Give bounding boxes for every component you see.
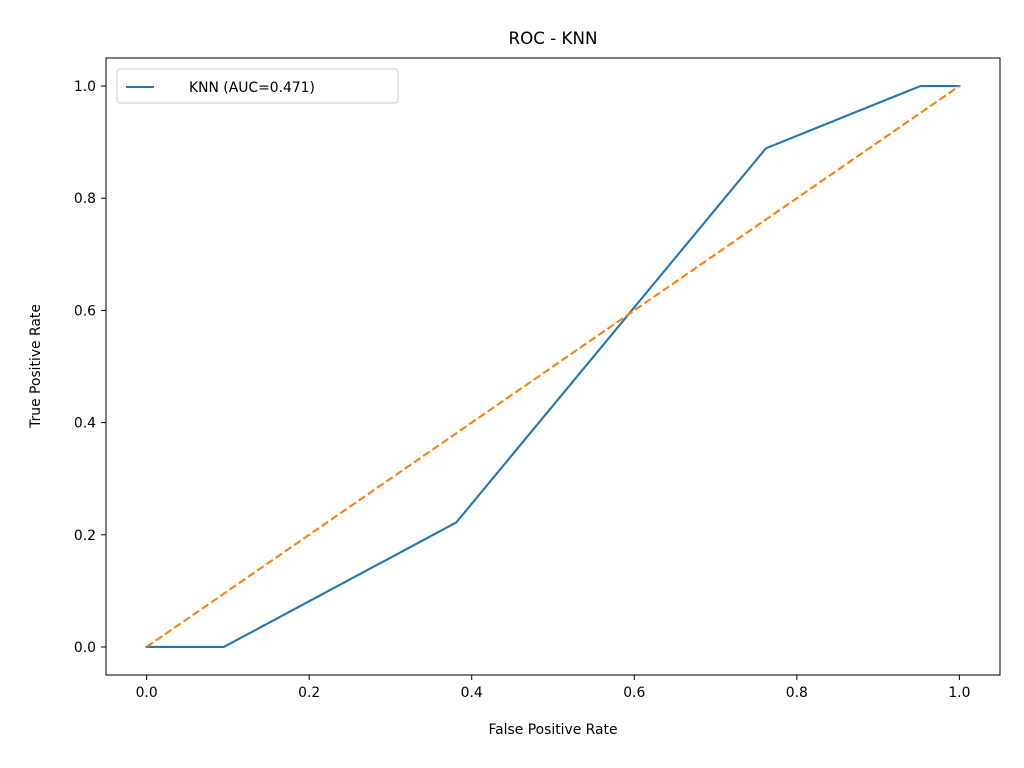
y-tick-label: 0.6	[74, 303, 96, 319]
x-tick-label: 0.8	[786, 685, 808, 701]
plot-area: 0.0 0.2 0.4 0.6 0.8 1.0 0.0 0.2 0.4 0.6 0.8 1.0 KNN …	[74, 57, 1001, 701]
y-tick-label: 0.4	[74, 416, 96, 432]
y-tick-label: 1.0	[74, 79, 96, 95]
y-tick-label: 0.2	[74, 528, 96, 544]
chart-title: ROC - KNN	[509, 28, 598, 48]
y-tick-label: 0.0	[74, 640, 96, 656]
y-tick-label: 0.8	[74, 191, 96, 207]
legend-box	[116, 68, 399, 104]
legend-label: KNN (AUC=0.471)	[189, 80, 315, 96]
x-tick-label: 0.0	[136, 685, 158, 701]
chance-diagonal-line	[146, 85, 960, 648]
legend: KNN (AUC=0.471)	[116, 68, 399, 104]
x-tick-label: 1.0	[948, 685, 970, 701]
x-tick-label: 0.2	[298, 685, 320, 701]
axes-frame	[105, 57, 1001, 676]
x-axis-label: False Positive Rate	[488, 722, 617, 738]
y-axis-label: True Positive Rate	[28, 304, 44, 429]
x-tick-label: 0.4	[461, 685, 483, 701]
knn-roc-line	[145, 85, 961, 649]
x-tick-label: 0.6	[623, 685, 645, 701]
